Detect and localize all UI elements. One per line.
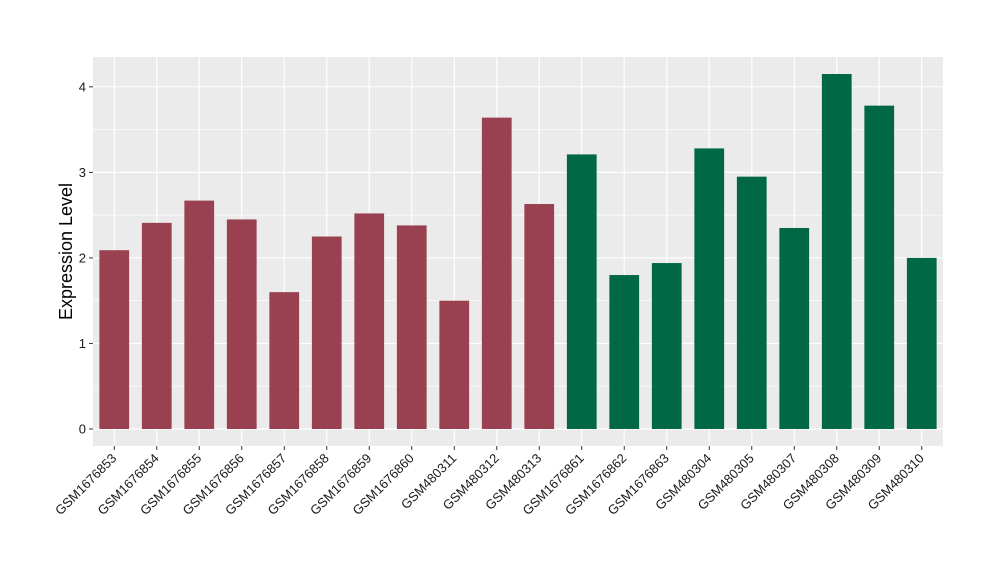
bar-gsm1676861 [567,154,597,429]
bar-gsm1676854 [142,223,172,429]
bar-gsm1676855 [184,201,214,429]
x-axis: GSM1676853GSM1676854GSM1676855GSM1676856… [52,446,927,518]
bar-gsm480307 [779,228,809,429]
bar-gsm1676853 [99,250,129,429]
bar-gsm480311 [439,301,469,429]
bar-gsm480312 [482,118,512,429]
plot-background [93,57,943,446]
bar-gsm480304 [694,148,724,429]
bar-gsm1676856 [227,219,257,429]
bar-gsm1676860 [397,225,427,429]
y-tick-label: 2 [79,250,86,265]
bar-gsm1676859 [354,213,384,429]
bar-gsm1676862 [609,275,639,429]
bar-gsm480313 [524,204,554,429]
y-tick-label: 0 [79,422,86,437]
bar-gsm480310 [907,258,937,429]
bar-gsm480305 [737,177,767,429]
bar-gsm1676858 [312,237,342,429]
y-axis-title: Expression Level [56,183,76,320]
bar-gsm1676857 [269,292,299,429]
bar-gsm1676863 [652,263,682,429]
y-tick-label: 4 [79,79,86,94]
bar-gsm480308 [822,74,852,429]
y-tick-label: 3 [79,165,86,180]
y-axis: 0 1 2 3 4 [79,79,93,436]
bar-gsm480309 [864,106,894,429]
y-tick-label: 1 [79,336,86,351]
